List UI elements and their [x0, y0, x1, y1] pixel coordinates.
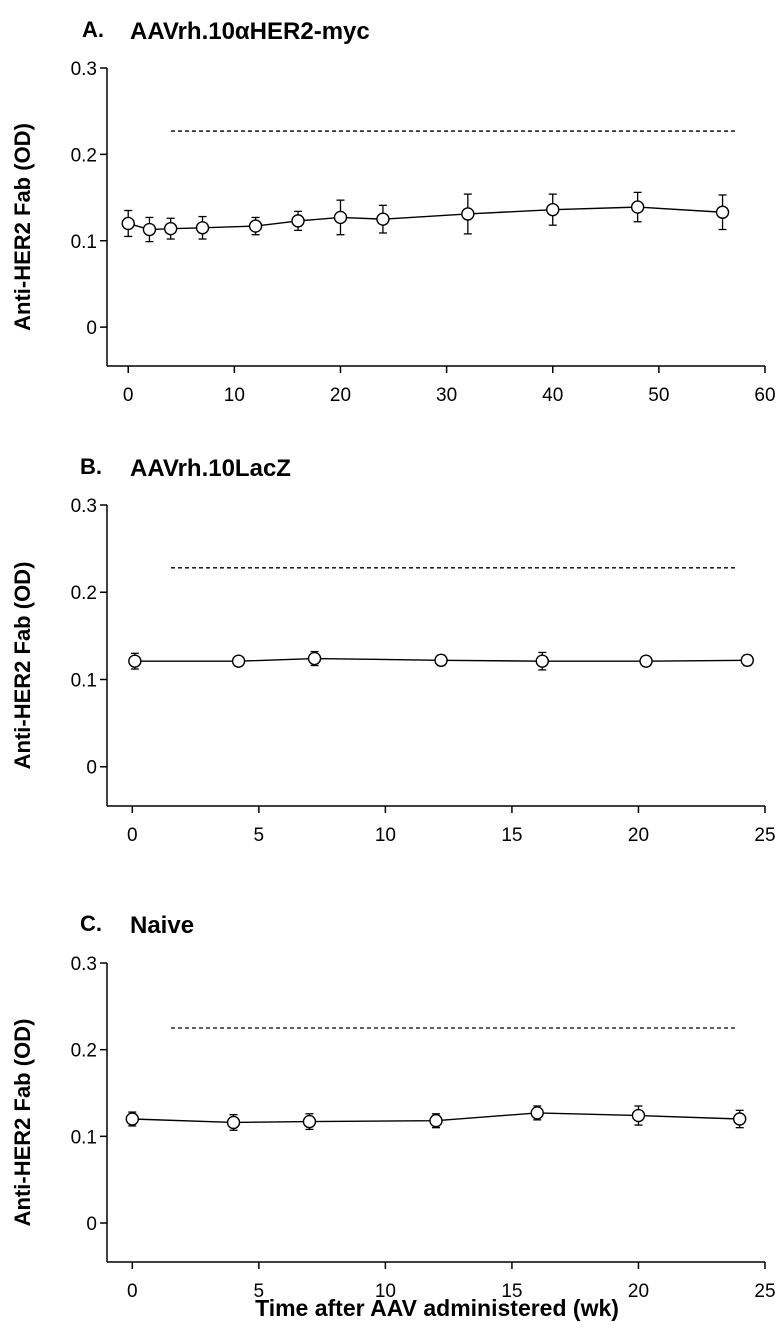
x-tick-label: 60	[754, 385, 775, 406]
panel-b: B. AAVrh.10LacZ 0 0.1 0.2 0.3 0 5 10 15 20 25 Anti-H…	[10, 454, 776, 846]
x-tick-label: 0	[123, 385, 134, 406]
panel-letter: C.	[80, 911, 102, 936]
panel-c: C. Naive 0 0.1 0.2 0.3 0 5 10 15 20 25 Anti-HER2 Fab…	[10, 911, 776, 1321]
y-tick-label: 0.1	[71, 670, 97, 691]
x-axis-title: Time after AAV administered (wk)	[255, 1295, 619, 1321]
y-tick-label: 0.2	[71, 145, 97, 166]
panel-a: A. AAVrh.10αHER2-myc 0 0.1 0.2 0.3 0 10 20 30 40 50…	[10, 17, 776, 406]
data-point	[125, 1112, 140, 1126]
y-axis-title: Anti-HER2 Fab (OD)	[10, 562, 35, 770]
data-point	[128, 654, 142, 668]
data-point	[631, 1108, 646, 1123]
data-point	[434, 653, 448, 667]
y-axis-title: Anti-HER2 Fab (OD)	[10, 1019, 35, 1227]
data-point	[546, 202, 560, 217]
x-tick-label: 20	[628, 1281, 649, 1302]
x-tick-label: 5	[254, 1281, 265, 1302]
data-point	[535, 654, 549, 668]
data-point	[291, 214, 305, 228]
data-point	[226, 1115, 241, 1130]
y-tick-label: 0.3	[71, 59, 97, 80]
data-point	[231, 654, 246, 668]
panel-letter: A.	[82, 17, 104, 42]
data-point	[639, 654, 653, 668]
x-tick-label: 20	[330, 385, 351, 406]
x-tick-label: 15	[501, 825, 522, 846]
x-tick-label: 25	[754, 825, 775, 846]
data-point	[142, 222, 157, 237]
data-point	[307, 651, 322, 666]
x-tick-label: 10	[224, 385, 245, 406]
data-point	[461, 207, 475, 221]
y-tick-label: 0.2	[71, 1041, 97, 1062]
x-tick-label: 10	[375, 1281, 396, 1302]
x-tick-label: 50	[648, 385, 669, 406]
x-tick-label: 15	[501, 1281, 522, 1302]
data-point	[376, 212, 390, 226]
y-tick-label: 0.3	[71, 496, 97, 517]
y-tick-label: 0	[86, 1214, 97, 1235]
x-tick-label: 10	[375, 825, 396, 846]
x-tick-label: 0	[127, 1281, 138, 1302]
x-tick-label: 5	[254, 825, 265, 846]
panel-title: Naive	[130, 912, 194, 939]
x-tick-label: 30	[436, 385, 457, 406]
y-tick-label: 0.1	[71, 1127, 97, 1148]
data-point	[333, 210, 348, 225]
panel-title: AAVrh.10αHER2-myc	[130, 18, 370, 45]
x-tick-label: 25	[754, 1281, 775, 1302]
data-point	[163, 221, 178, 236]
data-point	[715, 205, 730, 219]
y-tick-label: 0.2	[71, 583, 97, 604]
data-point	[195, 221, 210, 235]
x-tick-label: 40	[542, 385, 563, 406]
y-tick-label: 0.3	[71, 954, 97, 975]
data-point	[302, 1114, 317, 1129]
panel-title: AAVrh.10LacZ	[130, 455, 291, 482]
data-point	[121, 216, 135, 231]
data-point	[740, 653, 754, 667]
panel-letter: B.	[80, 454, 102, 479]
y-tick-label: 0	[86, 318, 97, 339]
data-point	[630, 200, 645, 214]
data-point	[530, 1106, 544, 1120]
y-axis-title: Anti-HER2 Fab (OD)	[10, 123, 35, 331]
data-point	[429, 1114, 443, 1128]
y-tick-label: 0.1	[71, 232, 97, 253]
y-tick-label: 0	[86, 758, 97, 779]
data-point	[732, 1112, 747, 1126]
data-point	[248, 219, 263, 233]
x-tick-label: 20	[628, 825, 649, 846]
x-tick-label: 0	[127, 825, 138, 846]
